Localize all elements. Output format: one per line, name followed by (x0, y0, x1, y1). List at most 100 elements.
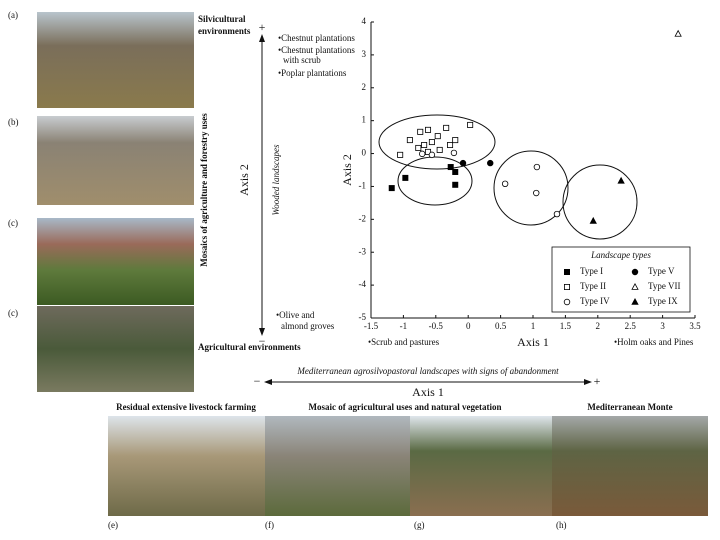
legend-label: Type II (580, 281, 606, 291)
panel-label: (g) (414, 520, 425, 530)
y-tick-label: -1 (359, 181, 367, 191)
point (428, 139, 435, 146)
point (421, 142, 428, 149)
point (487, 159, 494, 167)
axis-annotation: Wooded landscapes (271, 144, 281, 215)
y-tick-label: 2 (362, 82, 367, 92)
x-tick-label: 1 (531, 321, 536, 331)
x-tick-label: 1.5 (560, 321, 572, 331)
point (406, 137, 413, 144)
panel-label: (h) (556, 520, 567, 530)
legend-marker (631, 297, 639, 305)
caption: Mosaic of agricultural uses and natural … (309, 402, 502, 412)
cluster-outline (562, 164, 638, 240)
caption: Residual extensive livestock farming (116, 402, 256, 412)
x-tick-label: 3 (660, 321, 665, 331)
point (447, 142, 454, 149)
point (459, 159, 467, 167)
legend-label: Type I (580, 266, 603, 276)
x-tick-label: -0.5 (429, 321, 444, 331)
legend (551, 246, 691, 313)
point (533, 163, 541, 171)
panel-label: (f) (265, 520, 274, 530)
point (425, 148, 432, 155)
x-tick-label: 2.5 (625, 321, 637, 331)
y-axis-label: Axis 2 (340, 154, 354, 186)
axis-sign: − (254, 374, 261, 388)
heading: Mosaics of agriculture and forestry uses (199, 113, 209, 267)
point (415, 144, 422, 151)
point (428, 151, 436, 159)
legend-marker (631, 282, 639, 290)
x-tick-label: -1 (400, 321, 408, 331)
axis-sign: + (259, 20, 266, 34)
cluster-outline (378, 114, 496, 170)
photo (37, 306, 194, 392)
point (674, 29, 682, 37)
legend-marker (564, 268, 571, 275)
point (452, 168, 459, 175)
heading: Agricultural environments (198, 342, 301, 352)
point (467, 121, 474, 128)
list-item: •Holm oaks and Pines (614, 337, 694, 347)
x-tick-label: 2 (596, 321, 601, 331)
point (388, 185, 395, 192)
axis-annotation: Mediterranean agrosilvopastoral landscap… (296, 366, 559, 376)
y-tick-label: -2 (359, 213, 367, 223)
photos (37, 12, 708, 516)
photo (37, 12, 194, 108)
y-tick-label: 0 (362, 148, 367, 158)
scatter-plot: Axis 1 Axis 2 Landscape types (340, 114, 691, 349)
point (450, 149, 458, 157)
x-tick-label: -1.5 (364, 321, 379, 331)
photo (552, 416, 708, 516)
heading: environments (198, 26, 251, 36)
legend-label: Type VII (648, 281, 680, 291)
list-item: with scrub (283, 55, 321, 65)
list-item: •Chestnut plantations (278, 45, 355, 55)
panel-label: (c) (8, 308, 18, 318)
point (434, 133, 441, 140)
photo (265, 416, 410, 516)
list-item: •Chestnut plantations (278, 33, 355, 43)
x-tick-label: 3.5 (689, 321, 701, 331)
y-tick-label: 1 (362, 115, 367, 125)
legend-label: Type V (648, 266, 675, 276)
y-tick-label: -4 (359, 279, 367, 289)
x-tick-label: 0 (466, 321, 471, 331)
point (589, 216, 597, 224)
panel-label: (a) (8, 10, 18, 20)
legend-label: Type IX (648, 296, 678, 306)
axis-sign: + (594, 374, 601, 388)
cluster-outline (493, 150, 569, 226)
photo (37, 218, 194, 305)
point (501, 180, 509, 188)
point (417, 128, 424, 135)
point (447, 164, 454, 171)
list-item: almond groves (281, 321, 335, 331)
point (452, 137, 459, 144)
panel-label: (b) (8, 117, 19, 127)
panel-label: (e) (108, 520, 118, 530)
axis-label: Axis 2 (237, 164, 251, 196)
point (402, 174, 409, 181)
point (443, 124, 450, 131)
legend-marker (631, 268, 639, 276)
point (553, 210, 561, 218)
photo (108, 416, 265, 516)
photo (410, 416, 552, 516)
x-tick-label: 0.5 (495, 321, 507, 331)
point (425, 126, 432, 133)
legend-marker (564, 283, 571, 290)
point (533, 189, 540, 197)
x-axis-label: Axis 1 (517, 335, 549, 349)
y-tick-label: 4 (362, 16, 367, 26)
legend-title: Landscape types (590, 250, 651, 260)
axis-label: Axis 1 (412, 385, 444, 399)
y-tick-label: -3 (359, 246, 367, 256)
caption: Mediterranean Monte (587, 402, 672, 412)
point (436, 146, 443, 153)
y-tick-label: 3 (362, 49, 367, 59)
list-item: •Scrub and pastures (368, 337, 440, 347)
